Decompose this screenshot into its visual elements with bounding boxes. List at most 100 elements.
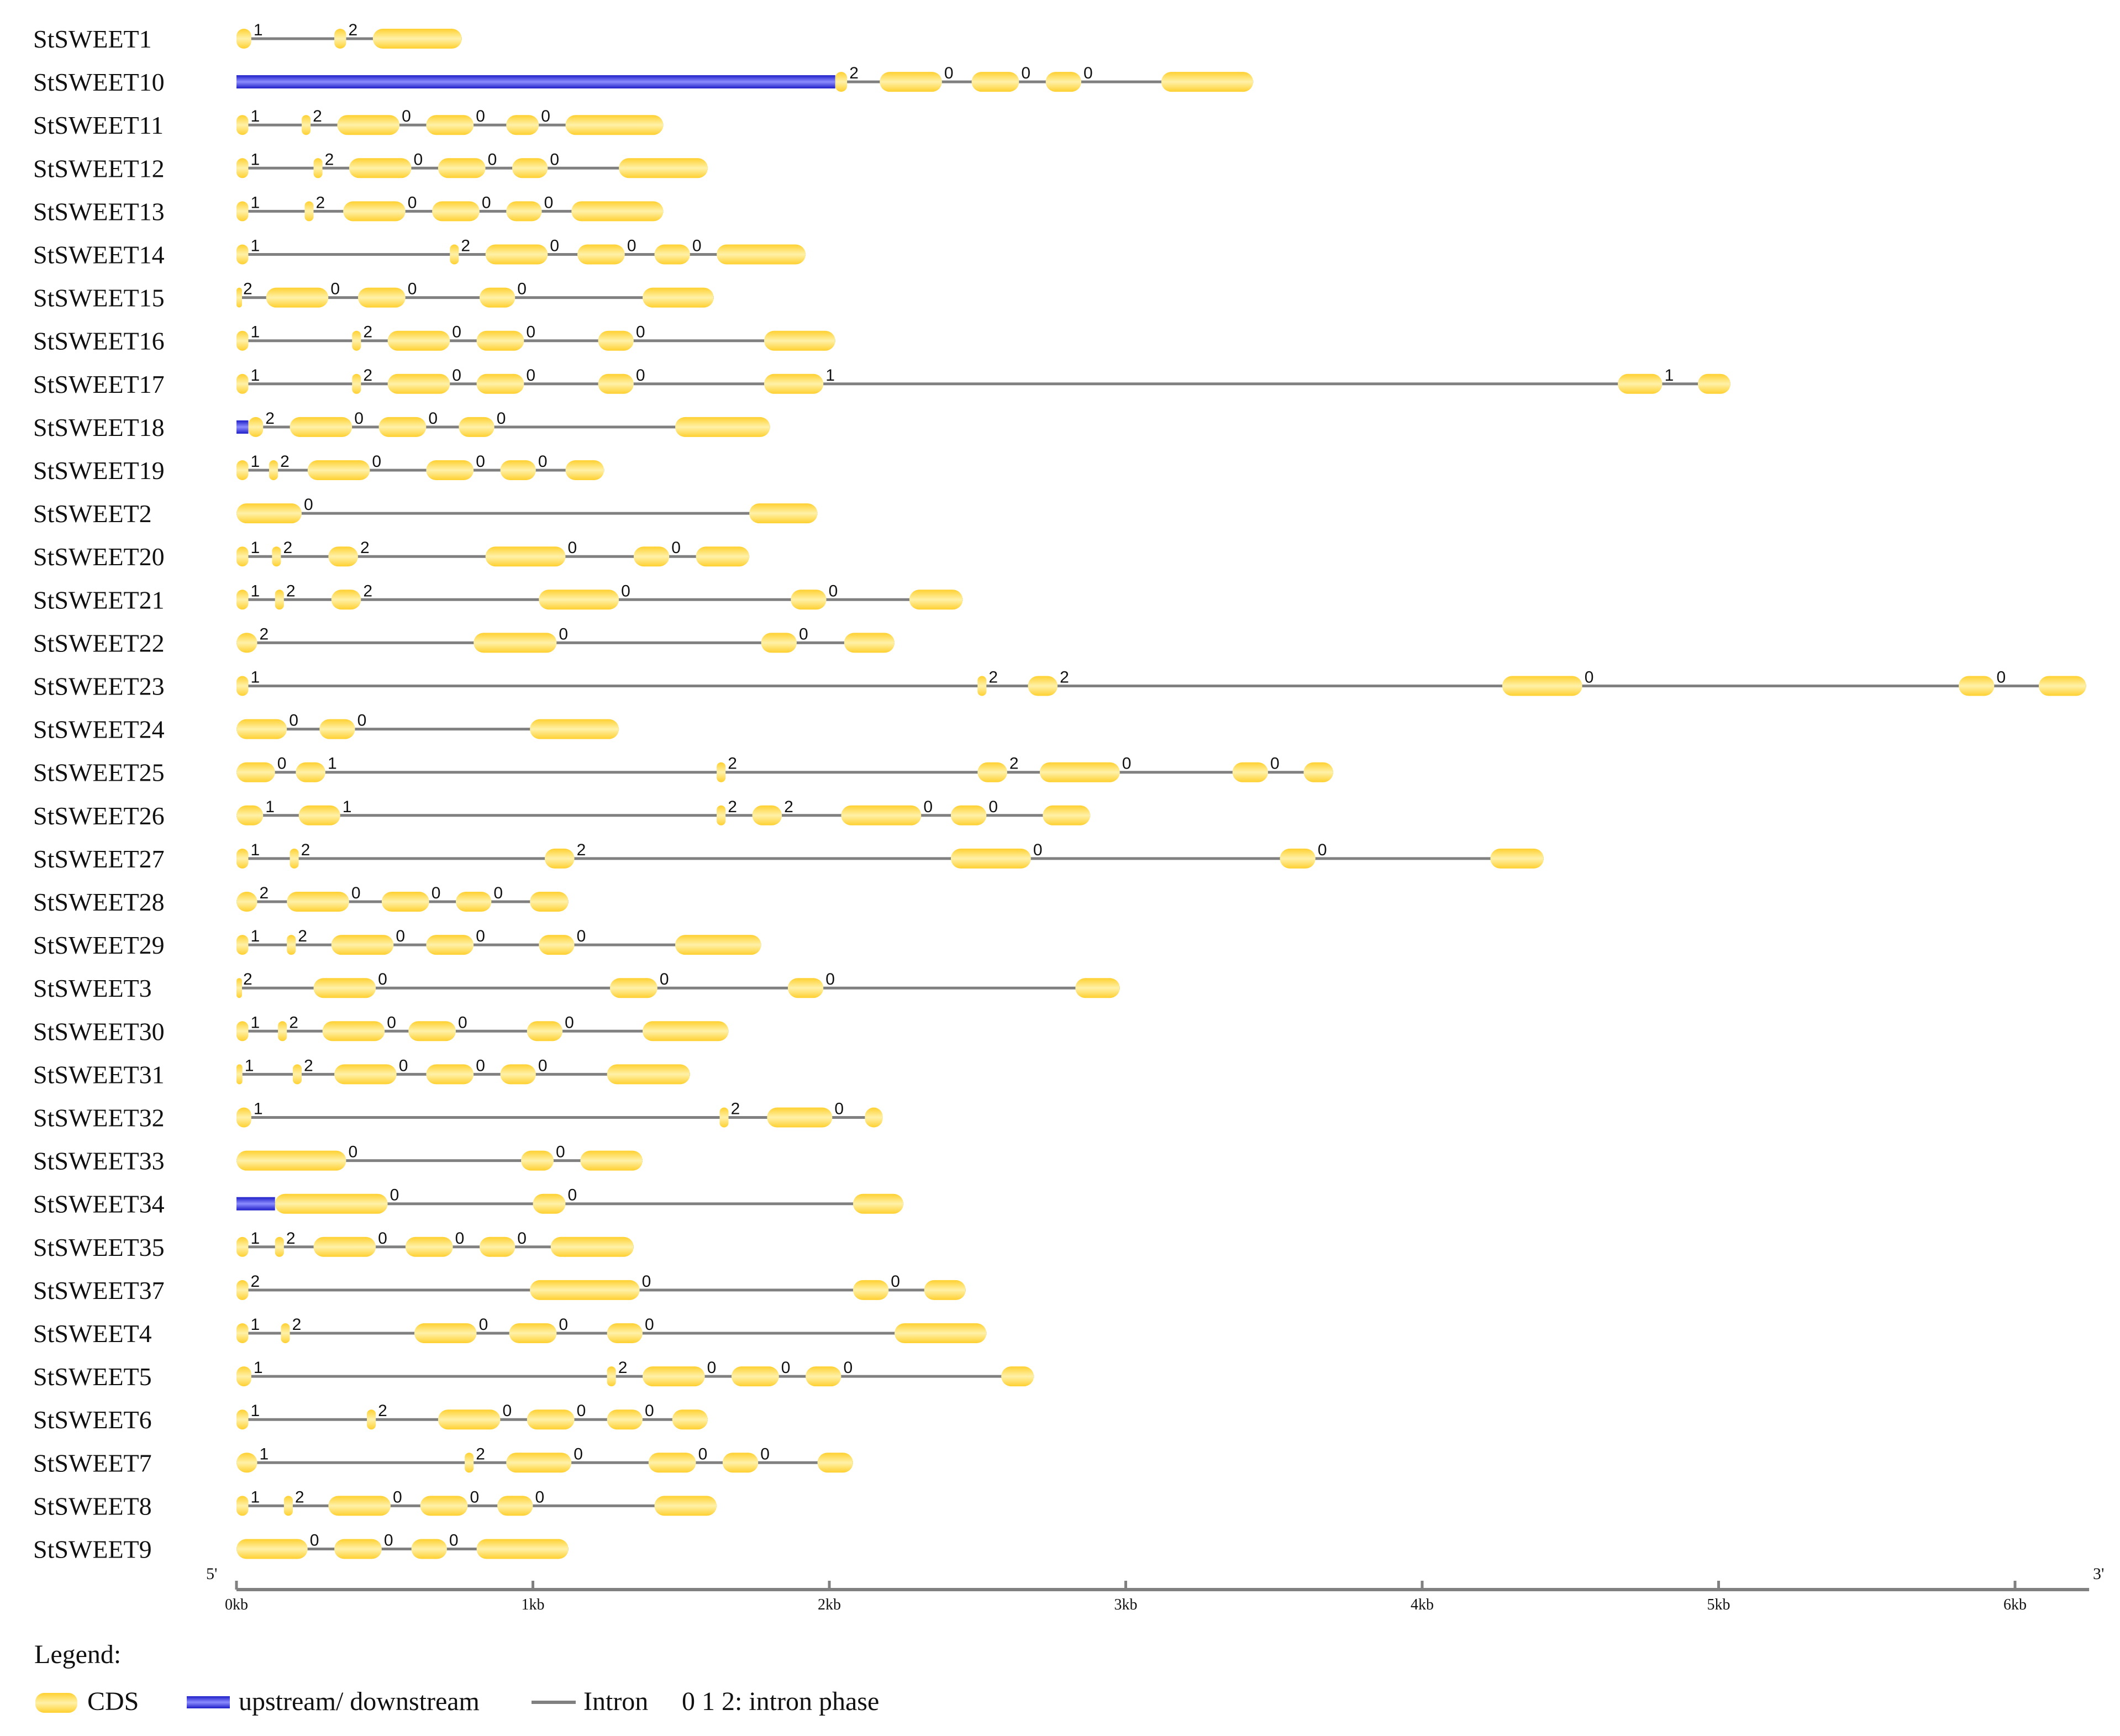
cds-exon — [411, 1539, 447, 1559]
cds-exon — [654, 1496, 717, 1516]
cds-exon — [357, 287, 406, 308]
cds-exon — [236, 935, 249, 955]
cds-exon — [456, 892, 492, 912]
intron-phase-label: 0 — [408, 280, 417, 298]
intron-phase-label: 0 — [1318, 841, 1327, 859]
cds-exon — [787, 978, 824, 998]
cds-exon — [731, 1366, 779, 1387]
cds-exon — [609, 978, 657, 998]
cds-exon — [290, 848, 299, 869]
cds-exon — [1502, 676, 1582, 696]
cds-exon — [880, 72, 942, 92]
cds-exon — [275, 1237, 284, 1257]
intron-phase-label: 2 — [286, 1229, 296, 1248]
intron-phase-label: 1 — [254, 1100, 263, 1118]
cds-exon — [438, 158, 486, 178]
cds-exon — [607, 1323, 643, 1343]
gene-label: StSWEET28 — [33, 888, 165, 916]
cds-exon — [387, 330, 450, 351]
intron-phase-label: 0 — [428, 409, 438, 428]
intron-phase-label: 1 — [250, 1013, 260, 1032]
cds-exon — [331, 590, 361, 610]
axis-tick-label: 0kb — [225, 1596, 248, 1613]
intron-phase-label: 2 — [849, 64, 859, 82]
gene-label: StSWEET34 — [33, 1190, 165, 1218]
cds-exon — [654, 244, 690, 265]
intron-phase-label: 0 — [645, 1402, 654, 1420]
intron-phase-label: 2 — [618, 1359, 628, 1377]
cds-exon — [598, 330, 634, 351]
intron-phase-label: 1 — [1665, 366, 1674, 385]
intron-phase-label: 0 — [526, 366, 535, 385]
intron-phase-label: 0 — [577, 1402, 586, 1420]
cds-exon — [530, 1280, 640, 1300]
cds-exon — [1001, 1366, 1034, 1387]
intron-phase-label: 0 — [493, 884, 503, 902]
intron-phase-label: 0 — [550, 237, 559, 255]
legend-upstream-swatch — [187, 1696, 230, 1708]
intron-phase-label: 0 — [707, 1359, 717, 1377]
cds-exon — [236, 1107, 251, 1128]
cds-exon — [302, 115, 311, 135]
cds-exon — [565, 115, 664, 135]
cds-exon — [506, 201, 542, 222]
gene-label: StSWEET3 — [33, 974, 152, 1002]
cds-exon — [275, 590, 284, 610]
intron-phase-label: 0 — [621, 582, 630, 600]
cds-exon — [485, 546, 566, 567]
intron-phase-label: 0 — [399, 1056, 408, 1075]
cds-exon — [500, 460, 536, 480]
gene-row: StSWEET30 1 2 0 0 0 — [33, 1013, 729, 1045]
gene-row: StSWEET6 1 2 0 0 0 — [33, 1402, 708, 1434]
intron-phase-label: 2 — [728, 755, 737, 773]
cds-exon — [479, 287, 515, 308]
cds-exon — [722, 1453, 759, 1473]
intron-phase-label: 0 — [923, 798, 933, 816]
cds-exon — [835, 72, 848, 92]
gene-row: StSWEET2 0 — [33, 496, 818, 528]
cds-exon — [977, 762, 1007, 782]
intron-phase-label: 0 — [568, 1186, 577, 1204]
cds-exon — [236, 848, 249, 869]
intron-phase-label: 2 — [988, 669, 998, 687]
cds-exon — [236, 1496, 249, 1516]
cds-exon — [236, 1453, 257, 1473]
intron-phase-label: 2 — [304, 1056, 313, 1075]
cds-exon — [334, 29, 346, 49]
intron-phase-label: 0 — [535, 1488, 545, 1506]
intron-phase-label: 2 — [298, 927, 307, 945]
intron-phase-label: 2 — [260, 884, 269, 902]
intron-phase-label: 2 — [295, 1488, 304, 1506]
intron-phase-label: 0 — [517, 280, 527, 298]
intron-phase-label: 0 — [559, 1316, 568, 1334]
intron-phase-label: 0 — [825, 970, 835, 988]
intron-phase-label: 0 — [538, 453, 548, 471]
cds-exon — [236, 158, 249, 178]
cds-exon — [283, 1496, 293, 1516]
gene-row: StSWEET5 1 2 0 0 0 — [33, 1359, 1034, 1391]
gene-row: StSWEET9 0 0 0 — [33, 1532, 569, 1564]
intron-phase-label: 0 — [760, 1445, 770, 1463]
cds-exon — [675, 935, 761, 955]
intron-phase-label: 0 — [452, 323, 461, 341]
cds-exon — [512, 158, 548, 178]
gene-label: StSWEET18 — [33, 413, 165, 441]
cds-exon — [334, 1064, 397, 1085]
gene-label: StSWEET33 — [33, 1147, 165, 1175]
gene-label: StSWEET16 — [33, 327, 165, 355]
intron-phase-label: 0 — [698, 1445, 708, 1463]
cds-exon — [426, 460, 474, 480]
cds-exon — [287, 892, 349, 912]
intron-phase-label: 0 — [1033, 841, 1043, 859]
intron-phase-label: 0 — [559, 625, 568, 643]
cds-exon — [764, 330, 835, 351]
gene-row: StSWEET34 0 0 — [33, 1186, 904, 1218]
intron-phase-label: 1 — [250, 453, 260, 471]
intron-phase-label: 0 — [526, 323, 535, 341]
gene-label: StSWEET25 — [33, 759, 165, 787]
intron-phase-label: 2 — [301, 841, 311, 859]
cds-exon — [533, 1193, 566, 1214]
cds-exon — [459, 417, 495, 437]
cds-exon — [509, 1323, 557, 1343]
gene-label: StSWEET21 — [33, 586, 165, 614]
